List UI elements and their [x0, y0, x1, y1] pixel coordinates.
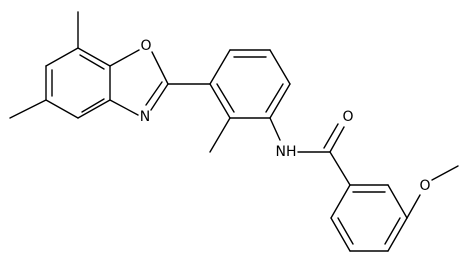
bond	[330, 184, 351, 219]
bond	[209, 83, 231, 119]
bond	[209, 49, 231, 85]
bond	[77, 99, 111, 119]
atom-labels: O N NH O O	[140, 38, 431, 194]
bond	[337, 217, 354, 245]
bond	[387, 217, 408, 252]
bond	[216, 83, 235, 113]
bond	[77, 47, 111, 67]
bond	[431, 165, 459, 181]
bond	[209, 117, 231, 153]
bond	[45, 47, 79, 67]
bond	[265, 83, 284, 113]
bond	[406, 194, 421, 219]
atom-label: O	[342, 109, 353, 125]
bond	[329, 151, 351, 186]
atom-label: N	[140, 109, 150, 125]
bond	[387, 184, 408, 219]
bond	[81, 98, 105, 113]
bond	[109, 49, 140, 67]
atom-label: O	[140, 38, 151, 54]
bond	[330, 217, 351, 252]
bond	[109, 99, 139, 116]
bond	[329, 126, 345, 153]
bond	[269, 83, 291, 119]
bond	[323, 123, 339, 149]
bonds	[9, 11, 459, 252]
bond	[269, 117, 281, 141]
atom-label: O	[419, 178, 430, 194]
bond	[150, 83, 169, 111]
bond	[269, 49, 291, 85]
bond	[9, 99, 47, 119]
bond	[384, 217, 401, 245]
atom-label: NH	[276, 144, 297, 160]
bond	[79, 54, 105, 70]
bond	[145, 81, 163, 106]
bond	[151, 51, 169, 85]
bond	[45, 99, 79, 119]
